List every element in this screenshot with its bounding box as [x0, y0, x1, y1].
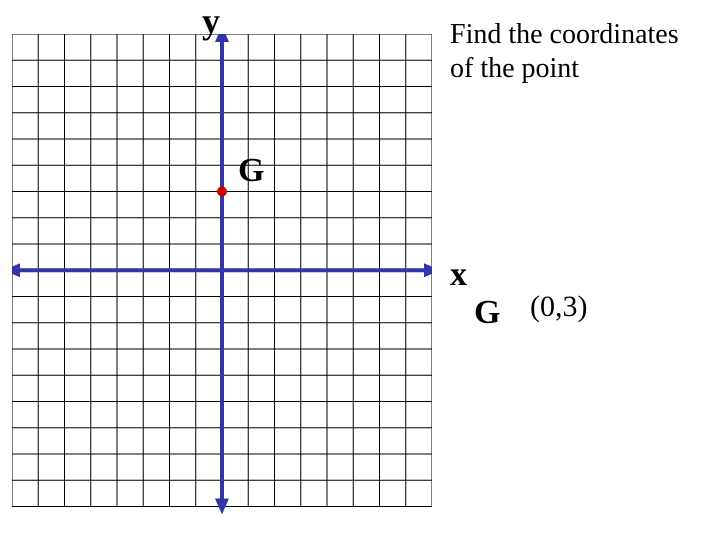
- x-axis-label: x: [450, 256, 467, 294]
- answer-point-name: G: [474, 294, 500, 332]
- y-axis-label: y: [202, 0, 220, 42]
- instruction-text: Find the coordinates of the point: [450, 18, 679, 85]
- instruction-line1: Find the coordinates: [450, 18, 679, 52]
- answer-coordinates: (0,3): [530, 290, 587, 324]
- instruction-line2: of the point: [450, 52, 679, 86]
- point-g-label: G: [238, 152, 264, 190]
- coordinate-grid: [12, 34, 432, 519]
